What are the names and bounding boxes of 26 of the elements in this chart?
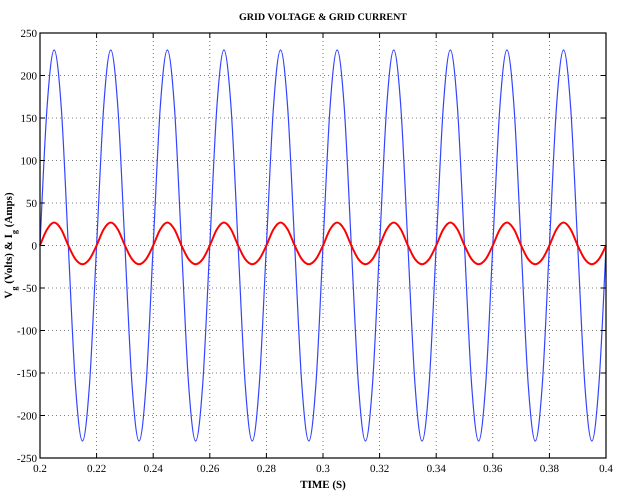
x-tick-label: 0.3	[316, 463, 330, 475]
y-tick-label: -150	[16, 368, 38, 380]
y-tick-label: 150	[20, 113, 38, 125]
y-tick-label: 100	[20, 156, 38, 168]
line-series	[39, 49, 607, 442]
y-tick-label: 0	[32, 240, 38, 252]
x-axis-title: TIME (S)	[300, 479, 346, 491]
y-tick-label: -50	[22, 283, 38, 295]
x-tick-label: 0.34	[426, 463, 446, 475]
x-tick-label: 0.26	[200, 463, 220, 475]
line-series	[39, 222, 607, 266]
chart-title: GRID VOLTAGE & GRID CURRENT	[239, 12, 408, 23]
x-tick-label: 0.36	[483, 463, 503, 475]
x-tick-label: 0.2	[33, 463, 47, 475]
x-tick-label: 0.38	[540, 463, 560, 475]
x-tick-label: 0.22	[86, 463, 106, 475]
x-tick-label: 0.24	[144, 463, 164, 475]
y-tick-label: 200	[20, 70, 38, 82]
y-tick-label: -100	[16, 326, 38, 338]
x-tick-label: 0.4	[599, 463, 614, 475]
y-tick-label: 50	[26, 198, 38, 210]
y-tick-label: -200	[16, 410, 38, 422]
y-tick-label: 250	[20, 28, 38, 40]
x-tick-label: 0.28	[256, 463, 277, 475]
y-tick-label: -250	[16, 453, 38, 465]
x-tick-label: 0.32	[370, 463, 390, 475]
